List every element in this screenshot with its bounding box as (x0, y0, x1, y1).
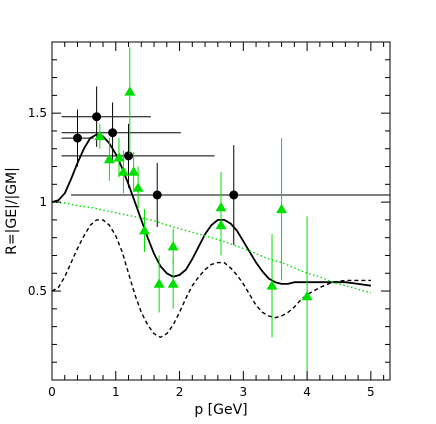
green-triangle-point (167, 228, 179, 265)
x-tick-label: 1 (112, 385, 120, 399)
plot-frame (51, 41, 391, 381)
green-triangle-point (113, 138, 125, 178)
x-tick-label: 2 (176, 385, 184, 399)
triangle-marker (138, 225, 150, 235)
triangle-marker (128, 166, 140, 176)
green-triangle-point (128, 152, 140, 192)
green-triangle-point (301, 216, 313, 380)
y-tick-label: 1 (39, 195, 47, 209)
circle-marker (124, 151, 134, 161)
green-triangle-point (276, 138, 288, 281)
axes: 0 1 2 3 4 5 0.5 1 1.5 (28, 41, 391, 399)
green-triangle-point (132, 166, 144, 210)
triangle-marker (167, 241, 179, 251)
green-triangle-point (215, 194, 227, 256)
green-triangle-point (117, 150, 129, 194)
green-triangle-point (167, 259, 179, 309)
circle-marker (92, 112, 102, 122)
triangle-marker (215, 219, 227, 230)
triangle-marker (301, 290, 313, 301)
circle-marker (73, 133, 83, 143)
black-circle-point (71, 145, 390, 245)
triangle-marker (124, 86, 136, 96)
triangle-marker (117, 166, 129, 176)
green-triangle-point (124, 47, 136, 155)
x-tick-label: 4 (303, 385, 311, 399)
triangle-marker (94, 130, 106, 141)
triangle-marker (103, 153, 115, 164)
black-circle-point (61, 109, 94, 167)
green-triangle-point (94, 123, 106, 149)
y-tick-label: 0.5 (28, 284, 47, 298)
triangle-marker (113, 152, 125, 162)
y-tick-label: 1.5 (28, 106, 47, 120)
circle-marker (108, 128, 118, 138)
data-points (61, 47, 390, 380)
x-tick-label: 0 (48, 385, 56, 399)
triangle-marker (153, 278, 165, 288)
dotted-curve (51, 201, 372, 294)
black-circle-point (61, 86, 151, 147)
green-triangle-point (138, 209, 150, 252)
x-tick-label: 5 (367, 385, 375, 399)
triangle-marker (167, 278, 179, 288)
black-circle-point (61, 123, 215, 188)
black-circle-point (61, 102, 181, 163)
triangle-marker (132, 182, 144, 192)
circle-marker (229, 190, 239, 200)
x-axis-label: p [GeV] (194, 402, 247, 418)
triangle-marker (276, 203, 288, 214)
green-triangle-point (153, 255, 165, 313)
y-axis-label: R=|GE|/|GM| (4, 167, 20, 255)
triangle-marker (266, 280, 278, 290)
x-tick-label: 3 (240, 385, 248, 399)
green-triangle-point (266, 234, 278, 338)
green-triangle-point (103, 138, 115, 181)
